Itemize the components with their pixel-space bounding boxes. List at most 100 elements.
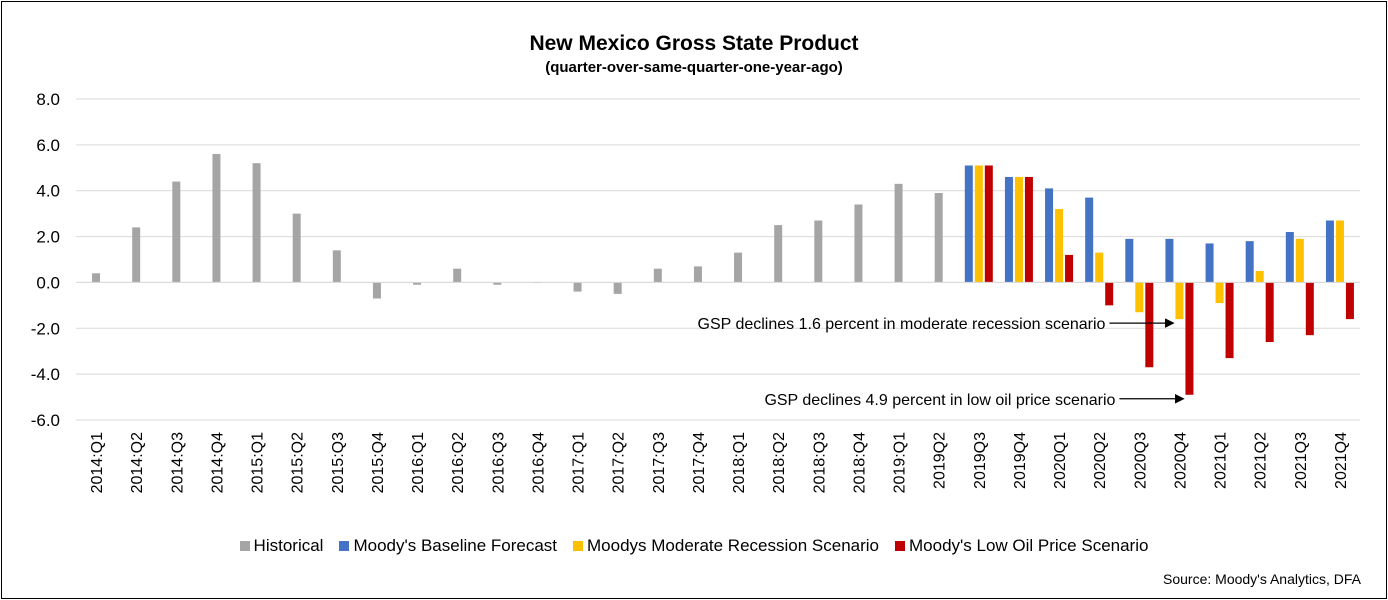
y-tick-label: -2.0 (31, 319, 60, 338)
x-tick-label: 2021Q1 (1213, 432, 1230, 489)
bar-moody-s-baseline-forecast (1045, 188, 1054, 283)
bar-historical (693, 266, 702, 283)
legend-item: Moody's Low Oil Price Scenario (895, 536, 1148, 556)
bar-historical (172, 181, 181, 283)
y-tick-label: 2.0 (36, 228, 60, 247)
x-tick-label: 2017:Q2 (611, 432, 628, 493)
x-tick-label: 2016:Q2 (450, 432, 467, 493)
x-tick-label: 2017:Q3 (651, 432, 668, 493)
legend-label: Moodys Moderate Recession Scenario (587, 536, 879, 555)
bar-moody-s-baseline-forecast (1205, 243, 1214, 283)
bar-historical (413, 282, 422, 285)
bar-historical (212, 154, 221, 283)
bar-moody-s-low-oil-price-scenario (1345, 282, 1354, 320)
bar-moodys-moderate-recession-scenario (1215, 282, 1224, 304)
bar-moodys-moderate-recession-scenario (1014, 176, 1023, 283)
legend-label: Historical (253, 536, 324, 555)
x-tick-label: 2015:Q3 (330, 432, 347, 493)
bar-historical (292, 213, 301, 283)
bar-moody-s-baseline-forecast (1285, 231, 1294, 283)
legend-label: Moody's Low Oil Price Scenario (909, 536, 1149, 555)
bar-moody-s-low-oil-price-scenario (984, 165, 993, 283)
x-tick-label: 2020Q1 (1052, 432, 1069, 489)
legend-swatch (895, 541, 905, 551)
legend-swatch (339, 541, 350, 551)
bar-moodys-moderate-recession-scenario (1335, 220, 1344, 283)
bar-moodys-moderate-recession-scenario (1055, 209, 1064, 283)
chart-legend: Historical Moody's Baseline Forecast Moody… (0, 536, 1388, 556)
bar-historical (613, 282, 622, 294)
x-tick-label: 2021Q4 (1333, 432, 1350, 489)
bar-moodys-moderate-recession-scenario (1295, 238, 1304, 283)
annotation-label: GSP declines 4.9 percent in low oil pric… (764, 392, 1115, 409)
x-tick-label: 2018:Q2 (771, 432, 788, 493)
legend-swatch (239, 541, 250, 551)
legend-item: Moodys Moderate Recession Scenario (573, 536, 879, 556)
bar-moody-s-baseline-forecast (1245, 241, 1254, 283)
bar-historical (934, 193, 943, 283)
bar-moodys-moderate-recession-scenario (1095, 252, 1104, 283)
bar-moody-s-low-oil-price-scenario (1024, 176, 1033, 283)
x-tick-label: 2014:Q1 (89, 432, 106, 493)
bar-historical (252, 163, 261, 283)
bar-historical (372, 282, 381, 299)
bar-moody-s-low-oil-price-scenario (1305, 282, 1314, 336)
x-tick-label: 2020Q4 (1172, 432, 1189, 489)
bar-moody-s-low-oil-price-scenario (1225, 282, 1234, 359)
legend-label: Moody's Baseline Forecast (353, 536, 558, 555)
bar-moody-s-low-oil-price-scenario (1105, 282, 1114, 306)
x-tick-label: 2017:Q4 (691, 432, 708, 493)
bar-moody-s-baseline-forecast (964, 165, 973, 283)
x-tick-label: 2014:Q3 (169, 432, 186, 493)
chart-title: New Mexico Gross State Product (529, 32, 859, 55)
x-tick-label: 2019:Q1 (892, 432, 909, 493)
y-tick-label: 4.0 (36, 182, 60, 201)
source-note: Source: Moody's Analytics, DFA (1163, 571, 1361, 587)
x-tick-label: 2020Q3 (1132, 432, 1149, 489)
y-tick-label: 6.0 (36, 136, 60, 155)
x-tick-label: 2018:Q1 (731, 432, 748, 493)
chart-subtitle: (quarter-over-same-quarter-one-year-ago) (545, 59, 843, 76)
bar-historical (92, 273, 101, 283)
bar-moody-s-baseline-forecast (1085, 197, 1094, 283)
bar-historical (774, 225, 783, 283)
x-tick-label: 2015:Q2 (290, 432, 307, 493)
legend-item: Historical (239, 536, 324, 556)
x-tick-label: 2019Q2 (932, 432, 949, 489)
x-tick-label: 2016:Q3 (490, 432, 507, 493)
y-tick-label: -6.0 (31, 411, 60, 430)
x-tick-label: 2014:Q2 (129, 432, 146, 493)
x-tick-label: 2016:Q1 (410, 432, 427, 493)
bar-historical (453, 268, 462, 283)
bar-historical (894, 183, 903, 283)
y-tick-label: 8.0 (36, 90, 60, 109)
bar-moody-s-baseline-forecast (1004, 176, 1013, 283)
x-tick-label: 2016:Q4 (530, 432, 547, 493)
x-tick-label: 2021Q2 (1253, 432, 1270, 489)
bar-historical (653, 268, 662, 283)
bar-moody-s-baseline-forecast (1125, 238, 1134, 283)
x-tick-label: 2015:Q4 (370, 432, 387, 493)
x-tick-label: 2019Q3 (972, 432, 989, 489)
annotation-label: GSP declines 1.6 percent in moderate rec… (698, 316, 1106, 333)
bar-moodys-moderate-recession-scenario (1255, 270, 1264, 283)
y-tick-label: 0.0 (36, 273, 60, 292)
bar-historical (132, 227, 141, 283)
bar-moody-s-low-oil-price-scenario (1185, 282, 1194, 395)
bar-historical (493, 282, 502, 285)
bar-moody-s-low-oil-price-scenario (1065, 254, 1074, 283)
bar-moodys-moderate-recession-scenario (1175, 282, 1184, 320)
x-tick-label: 2019Q4 (1012, 432, 1029, 489)
legend-item: Moody's Baseline Forecast (339, 536, 557, 556)
bar-moodys-moderate-recession-scenario (1135, 282, 1144, 313)
legend-swatch (573, 541, 584, 551)
y-tick-label: -4.0 (31, 365, 60, 384)
x-tick-label: 2014:Q4 (209, 432, 226, 493)
x-tick-label: 2015:Q1 (250, 432, 267, 493)
bar-historical (734, 252, 743, 283)
bar-moody-s-baseline-forecast (1165, 238, 1174, 283)
bar-historical (573, 282, 582, 292)
bar-moody-s-low-oil-price-scenario (1265, 282, 1274, 343)
